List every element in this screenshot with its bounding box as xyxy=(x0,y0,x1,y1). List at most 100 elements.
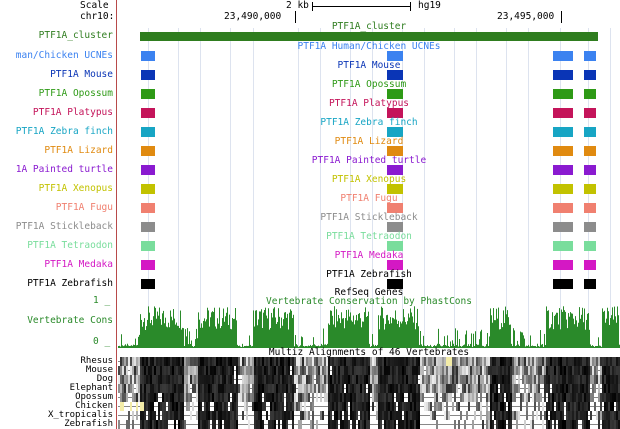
cluster-bar[interactable] xyxy=(140,32,598,41)
conservation-bar xyxy=(259,311,260,348)
ucne-track-label[interactable]: PTF1A Tetraodon xyxy=(27,240,113,251)
ucne-element[interactable] xyxy=(141,51,155,61)
multiz-block xyxy=(376,366,378,375)
ucne-element[interactable] xyxy=(387,222,403,232)
ucne-element[interactable] xyxy=(553,127,573,137)
cluster-track-label[interactable]: PTF1A_cluster xyxy=(38,30,113,41)
ucne-element[interactable] xyxy=(553,222,573,232)
multiz-block xyxy=(384,357,386,366)
multiz-block xyxy=(546,384,548,393)
ucne-track-label[interactable]: PTF1A Medaka xyxy=(44,259,113,270)
multiz-block xyxy=(390,393,392,402)
ucne-element[interactable] xyxy=(584,279,596,289)
ucne-element[interactable] xyxy=(553,165,573,175)
ucne-element[interactable] xyxy=(387,108,403,118)
ucne-element[interactable] xyxy=(584,51,596,61)
ucne-element[interactable] xyxy=(141,241,155,251)
ucne-element[interactable] xyxy=(584,241,596,251)
ucne-element[interactable] xyxy=(141,203,155,213)
ucne-track-label[interactable]: PTF1A Mouse xyxy=(50,69,113,80)
ucne-element[interactable] xyxy=(584,222,596,232)
ucne-element[interactable] xyxy=(553,241,573,251)
conservation-wiggle-plot[interactable] xyxy=(118,306,620,348)
ucne-track-label[interactable]: 1A Painted turtle xyxy=(15,164,113,175)
ucne-element[interactable] xyxy=(141,89,155,99)
ucne-element[interactable] xyxy=(553,70,573,80)
ucne-element[interactable] xyxy=(584,260,596,270)
ucne-element[interactable] xyxy=(141,222,155,232)
ucne-element[interactable] xyxy=(387,51,403,61)
multiz-block xyxy=(536,411,538,420)
ucne-element[interactable] xyxy=(584,127,596,137)
multiz-species-label[interactable]: Mouse xyxy=(85,365,113,375)
ucne-element[interactable] xyxy=(584,165,596,175)
multiz-species-label[interactable]: Opossum xyxy=(75,392,113,402)
ucne-element[interactable] xyxy=(141,260,155,270)
multiz-block xyxy=(546,402,548,411)
ucne-element[interactable] xyxy=(387,70,403,80)
multiz-species-label[interactable]: Rhesus xyxy=(80,356,113,366)
ucne-element[interactable] xyxy=(141,146,155,156)
multiz-species-label[interactable]: Chicken xyxy=(75,401,113,411)
ucne-element[interactable] xyxy=(584,184,596,194)
ucne-element[interactable] xyxy=(387,184,403,194)
ucne-element[interactable] xyxy=(553,108,573,118)
ucne-element[interactable] xyxy=(584,108,596,118)
ucne-element[interactable] xyxy=(553,260,573,270)
ucne-element[interactable] xyxy=(387,165,403,175)
ucne-element[interactable] xyxy=(553,51,573,61)
ucne-element[interactable] xyxy=(141,165,155,175)
multiz-block xyxy=(238,384,240,393)
ucne-element[interactable] xyxy=(387,89,403,99)
ucne-track-label[interactable]: PTF1A Zebra finch xyxy=(15,126,113,137)
ucne-element[interactable] xyxy=(141,184,155,194)
multiz-alignment-row[interactable] xyxy=(118,375,620,384)
multiz-species-label[interactable]: X_tropicalis xyxy=(47,410,113,420)
ucne-element[interactable] xyxy=(553,279,573,289)
ucne-track-label[interactable]: PTF1A Opossum xyxy=(38,88,113,99)
multiz-alignment-row[interactable] xyxy=(118,420,620,429)
ucne-track-label[interactable]: PTF1A Stickleback xyxy=(15,221,113,232)
multiz-species-label[interactable]: Zebrafish xyxy=(64,419,113,429)
ucne-element[interactable] xyxy=(141,70,155,80)
ucne-element[interactable] xyxy=(387,203,403,213)
multiz-alignment-row[interactable] xyxy=(118,411,620,420)
ucne-element[interactable] xyxy=(584,70,596,80)
multiz-alignment-row[interactable] xyxy=(118,357,620,366)
ucne-track-label[interactable]: PTF1A Xenopus xyxy=(38,183,113,194)
ucne-track-label[interactable]: PTF1A Zebrafish xyxy=(27,278,113,289)
ucne-element[interactable] xyxy=(584,203,596,213)
multiz-block xyxy=(526,411,528,420)
ucne-element[interactable] xyxy=(553,203,573,213)
ucne-element[interactable] xyxy=(141,279,155,289)
multiz-gap xyxy=(440,397,442,398)
ucne-element[interactable] xyxy=(141,127,155,137)
conservation-bar xyxy=(178,325,179,348)
multiz-block xyxy=(476,366,478,375)
multiz-alignment-row[interactable] xyxy=(118,366,620,375)
ucne-element[interactable] xyxy=(553,89,573,99)
ucne-track-label[interactable]: man/Chicken UCNEs xyxy=(15,50,113,61)
multiz-alignment-row[interactable] xyxy=(118,402,620,411)
multiz-species-label[interactable]: Elephant xyxy=(69,383,113,393)
ucne-element[interactable] xyxy=(553,184,573,194)
ucne-element[interactable] xyxy=(387,279,403,289)
multiz-block xyxy=(314,366,316,375)
conservation-track-label[interactable]: Vertebrate Cons xyxy=(27,315,113,326)
ucne-track-label[interactable]: PTF1A Fugu xyxy=(55,202,113,213)
ucne-element[interactable] xyxy=(584,146,596,156)
ucne-element[interactable] xyxy=(141,108,155,118)
multiz-alignment-row[interactable] xyxy=(118,384,620,393)
multiz-species-label[interactable]: Dog xyxy=(96,374,113,384)
ucne-element[interactable] xyxy=(553,146,573,156)
ucne-element[interactable] xyxy=(387,146,403,156)
ucne-track-label[interactable]: PTF1A Platypus xyxy=(32,107,113,118)
ucne-element[interactable] xyxy=(387,260,403,270)
multiz-block xyxy=(308,375,310,384)
ucne-element[interactable] xyxy=(387,127,403,137)
multiz-alignment-row[interactable] xyxy=(118,393,620,402)
ucne-element[interactable] xyxy=(584,89,596,99)
ucne-track-label[interactable]: PTF1A Lizard xyxy=(44,145,113,156)
ucne-element[interactable] xyxy=(387,241,403,251)
multiz-block xyxy=(486,366,488,375)
